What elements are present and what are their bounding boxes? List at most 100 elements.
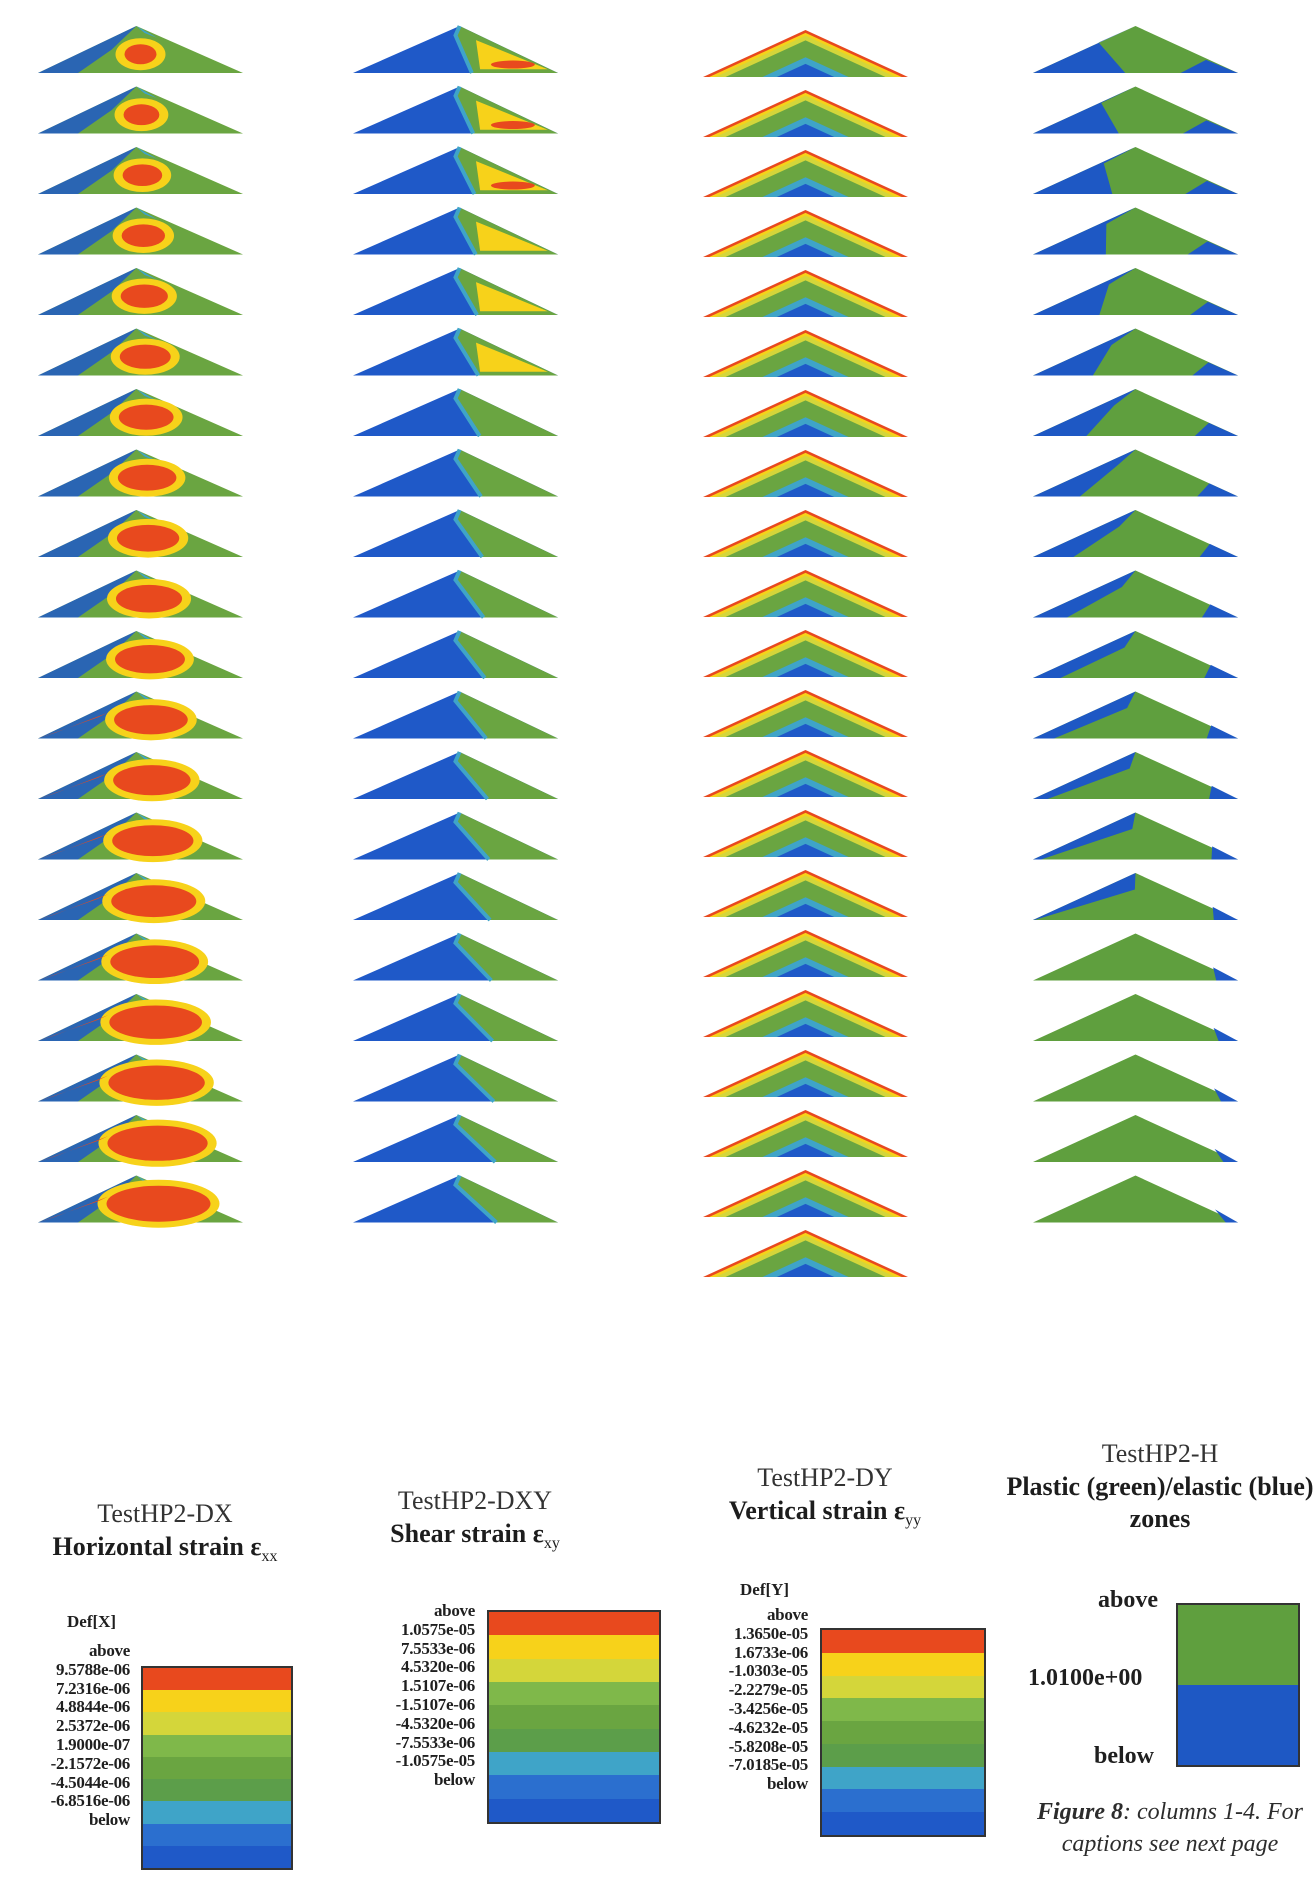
contour-plot bbox=[1033, 389, 1238, 436]
elastic-zone-left bbox=[1033, 268, 1136, 315]
boundary-band bbox=[453, 146, 477, 195]
elastic-zone-right bbox=[1194, 422, 1238, 436]
boundary-band bbox=[453, 932, 493, 982]
yellow-zone bbox=[476, 161, 548, 191]
contour-plot bbox=[703, 330, 908, 377]
right-zone bbox=[455, 812, 558, 860]
legend-label: 2.5372e-06 bbox=[56, 1716, 130, 1736]
legend-swatch bbox=[822, 1698, 984, 1722]
legend-label: 1.6733e-06 bbox=[734, 1642, 808, 1662]
elastic-zone-left bbox=[1033, 328, 1136, 376]
legend-label: 1.3650e-05 bbox=[734, 1623, 808, 1643]
triangle-body bbox=[1033, 1175, 1238, 1223]
strain-core bbox=[118, 404, 174, 430]
contour-plot bbox=[1033, 328, 1238, 376]
column-dy bbox=[695, 0, 955, 1480]
elastic-zone-right bbox=[1209, 785, 1238, 799]
strain-core bbox=[111, 885, 197, 918]
left-edge-band bbox=[38, 933, 137, 981]
strain-core bbox=[120, 284, 168, 308]
legend-swatch bbox=[822, 1675, 984, 1699]
legend-label: -1.5107e-06 bbox=[395, 1694, 476, 1714]
contour-plot bbox=[38, 631, 243, 680]
contour-plot bbox=[703, 570, 908, 617]
legend-dx: Def[X] above 9.5788e-06 7.2316e-06 4.8844e-… bbox=[25, 1612, 305, 1892]
triangle-body bbox=[1033, 994, 1238, 1041]
strain-band bbox=[776, 963, 835, 977]
elastic-zone-left bbox=[1033, 449, 1136, 497]
contour-plot bbox=[703, 990, 908, 1037]
yellow-zone bbox=[476, 221, 548, 251]
strain-core bbox=[121, 224, 166, 247]
contour-plot bbox=[353, 1174, 558, 1224]
strain-band bbox=[776, 1143, 835, 1157]
contour-plot bbox=[1033, 994, 1238, 1041]
contour-plot bbox=[1033, 691, 1238, 739]
strain-band bbox=[776, 783, 835, 797]
strain-band bbox=[776, 303, 835, 317]
legend-label: -1.0575e-05 bbox=[395, 1751, 476, 1771]
right-zone bbox=[455, 510, 558, 557]
contour-plot bbox=[38, 449, 243, 497]
legend-label: 1.0575e-05 bbox=[401, 1619, 475, 1639]
left-edge-band bbox=[38, 268, 137, 315]
legend-h-below: below bbox=[1094, 1743, 1154, 1769]
boundary-band bbox=[453, 1114, 497, 1164]
caption-dx: TestHP2-DX Horizontal strain εxx bbox=[0, 1498, 330, 1567]
contour-plot bbox=[353, 993, 558, 1043]
contour-plot bbox=[38, 752, 243, 802]
legend-h: above 1.0100e+00 below bbox=[1020, 1575, 1310, 1775]
legend-dxy-labels: above 1.0575e-05 7.5533e-06 4.5320e-06 1.510… bbox=[345, 1601, 476, 1790]
elastic-zone-right bbox=[1204, 664, 1238, 678]
contour-plot bbox=[353, 811, 558, 861]
legend-dx-header: Def[X] bbox=[67, 1612, 117, 1631]
strain-band bbox=[776, 123, 835, 137]
caption-dx-id: TestHP2-DX bbox=[97, 1499, 233, 1528]
legend-label: -7.5533e-06 bbox=[395, 1732, 476, 1752]
strain-core bbox=[114, 705, 188, 735]
legend-label: -6.8516e-06 bbox=[50, 1791, 131, 1811]
contour-plot bbox=[353, 932, 558, 982]
elastic-zone-right bbox=[1215, 1209, 1238, 1223]
elastic-zone-left bbox=[1033, 86, 1136, 134]
strain-band bbox=[776, 1203, 835, 1217]
caption-h-title: Plastic (green)/elastic (blue) zones bbox=[1006, 1471, 1314, 1534]
legend-label: above bbox=[766, 1605, 808, 1624]
left-edge-band bbox=[38, 26, 137, 73]
boundary-band bbox=[453, 569, 486, 619]
right-zone bbox=[455, 1175, 558, 1223]
strain-band bbox=[776, 903, 835, 917]
boundary-band bbox=[453, 1174, 498, 1224]
triangle-body bbox=[1033, 812, 1238, 860]
strain-core bbox=[108, 1065, 205, 1100]
left-edge-band bbox=[38, 994, 137, 1041]
legend-swatch bbox=[143, 1668, 291, 1691]
legend-swatch bbox=[143, 1734, 291, 1757]
strain-band bbox=[776, 1083, 835, 1097]
contour-plot bbox=[38, 994, 243, 1045]
contour-plot bbox=[353, 85, 558, 135]
strain-band bbox=[776, 183, 835, 197]
contour-plot bbox=[38, 1175, 243, 1228]
column-dx bbox=[30, 0, 290, 1480]
legend-label: -5.8208e-05 bbox=[728, 1736, 809, 1756]
legend-label: above bbox=[88, 1641, 130, 1660]
legend-swatch bbox=[143, 1823, 291, 1846]
boundary-band bbox=[453, 327, 481, 377]
apex-band bbox=[136, 268, 157, 280]
legend-swatch bbox=[489, 1751, 659, 1776]
contour-plot bbox=[1033, 631, 1238, 678]
legend-dxy: above 1.0575e-05 7.5533e-06 4.5320e-06 1.510… bbox=[345, 1600, 675, 1840]
legend-swatch bbox=[489, 1705, 659, 1729]
contour-plot bbox=[703, 930, 908, 977]
contour-plot bbox=[353, 1114, 558, 1164]
yellow-zone bbox=[476, 342, 548, 372]
dy-plot-stack bbox=[703, 30, 908, 1277]
triangle-body bbox=[1033, 873, 1238, 920]
legend-swatch bbox=[489, 1775, 659, 1799]
right-zone bbox=[455, 752, 558, 799]
legend-swatch bbox=[143, 1690, 291, 1713]
caption-dy-id: TestHP2-DY bbox=[757, 1463, 893, 1492]
legend-label: below bbox=[766, 1774, 808, 1794]
legend-dxy-colorbar bbox=[487, 1610, 661, 1824]
